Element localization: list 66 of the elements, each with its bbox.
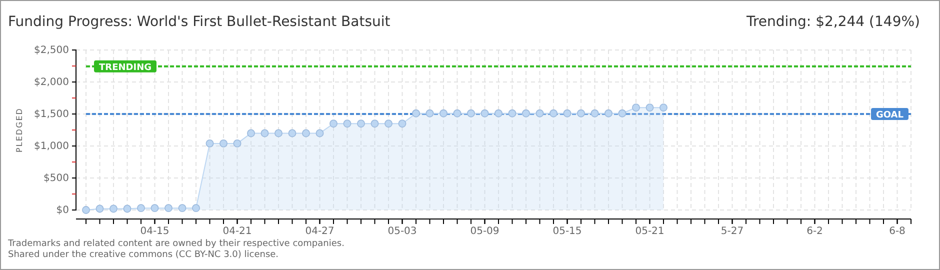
point: [480, 109, 489, 118]
point: [316, 129, 324, 138]
point: [384, 120, 392, 128]
x-tick-label: 05-21: [635, 226, 664, 238]
point: [192, 204, 200, 212]
point: [563, 109, 572, 118]
point: [590, 109, 599, 118]
point: [536, 109, 544, 118]
point: [577, 109, 585, 118]
y-tick-label: $1,500: [34, 109, 69, 120]
point: [453, 109, 462, 118]
x-tick-label: 04-21: [222, 226, 252, 238]
point: [260, 129, 269, 138]
chart-title: Funding Progress: World's First Bullet-Resistant Batsuit: [8, 14, 391, 30]
point: [96, 204, 104, 213]
y-tick-label: $2,000: [34, 77, 69, 88]
point: [440, 109, 448, 118]
x-tick-label: 04-15: [140, 226, 170, 238]
point: [646, 104, 654, 112]
y-tick-label: $0: [56, 205, 69, 216]
x-tick-label: 6-2: [806, 226, 823, 238]
chart-subtitle: Trending: $2,244 (149%): [745, 14, 920, 30]
point: [137, 204, 145, 212]
point: [178, 204, 186, 212]
point: [618, 109, 626, 118]
point: [632, 104, 640, 112]
point: [233, 139, 242, 148]
point: [494, 109, 502, 118]
point: [123, 204, 132, 213]
x-tick-label: 04-27: [305, 226, 334, 238]
point: [247, 129, 255, 138]
point: [150, 204, 159, 212]
y-tick-label: $2,500: [34, 45, 69, 56]
point: [370, 120, 379, 128]
point: [110, 204, 118, 213]
point: [288, 129, 296, 138]
point: [604, 109, 612, 118]
point: [164, 204, 172, 212]
x-tick-label: 6-8: [889, 226, 906, 238]
y-axis-title: PLEDGED: [15, 108, 24, 152]
point: [274, 129, 282, 138]
text: Shared under the creative commons (CC BY-NC 3.0) license.: [8, 250, 279, 260]
point: [398, 120, 406, 128]
x-tick-label: 05-15: [552, 226, 582, 238]
point: [660, 104, 668, 112]
ref-line-label: GOAL: [876, 110, 904, 120]
y-tick-label: $1,000: [34, 141, 69, 152]
point: [330, 120, 338, 128]
point: [508, 109, 516, 118]
point: [550, 109, 558, 118]
y-tick-label: $500: [44, 173, 69, 184]
text: Trademarks and related content are owned by their respective companies.: [7, 239, 344, 249]
x-tick-label: 5-27: [720, 226, 744, 238]
point: [426, 109, 434, 118]
point: [357, 120, 365, 128]
point: [220, 139, 228, 148]
point: [467, 109, 475, 118]
ref-line-label: TRENDING: [99, 62, 152, 73]
point: [302, 129, 310, 138]
point: [206, 139, 214, 148]
x-tick-label: 05-03: [388, 226, 417, 238]
point: [522, 109, 530, 118]
x-tick-label: 05-09: [470, 226, 500, 238]
point: [343, 120, 352, 128]
point: [412, 109, 420, 118]
point: [82, 206, 90, 214]
